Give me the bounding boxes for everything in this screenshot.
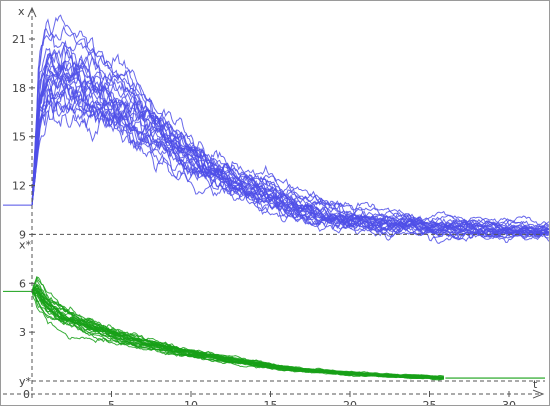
x-tick-label: 10 (184, 399, 198, 405)
y-tick-label: 6 (19, 277, 26, 290)
y-star-label: y* (19, 375, 32, 388)
x-path (31, 45, 549, 237)
y-paths-group (3, 275, 545, 381)
y-axis-label: x (18, 5, 25, 18)
x-tick-label: 15 (264, 399, 278, 405)
x-path (31, 78, 549, 241)
y-tick-label: 21 (12, 33, 26, 46)
x-path (31, 82, 549, 244)
x-path (31, 39, 549, 234)
y-tick-label: 3 (19, 326, 26, 339)
x-path (31, 89, 549, 239)
origin-label: 0 (23, 388, 30, 401)
y-tick-label: 15 (12, 131, 26, 144)
x-tick-label: 30 (502, 399, 516, 405)
y-path (31, 287, 444, 379)
x-paths-group (3, 14, 549, 244)
x-tick-label: 20 (343, 399, 357, 405)
x-star-label: x* (19, 238, 32, 251)
x-path (31, 52, 549, 231)
x-tick-label: 5 (108, 399, 115, 405)
tick-marks: 5 10 15 20 25 30 3 6 9 12 15 18 21 (12, 33, 516, 405)
horizontal-axis-arrow (532, 389, 545, 399)
x-tick-label: 25 (423, 399, 437, 405)
x-path (31, 25, 549, 233)
y-path (31, 291, 444, 381)
y-tick-label: 12 (12, 180, 26, 193)
y-tick-label: 9 (19, 228, 26, 241)
y-tick-label: 18 (12, 82, 26, 95)
vertical-axis-arrow (27, 6, 37, 18)
x-path (31, 14, 549, 230)
x-axis-label: t (533, 378, 538, 391)
y-path (31, 289, 444, 380)
x-path (31, 48, 549, 238)
x-path (31, 46, 549, 235)
x-path (31, 92, 549, 244)
